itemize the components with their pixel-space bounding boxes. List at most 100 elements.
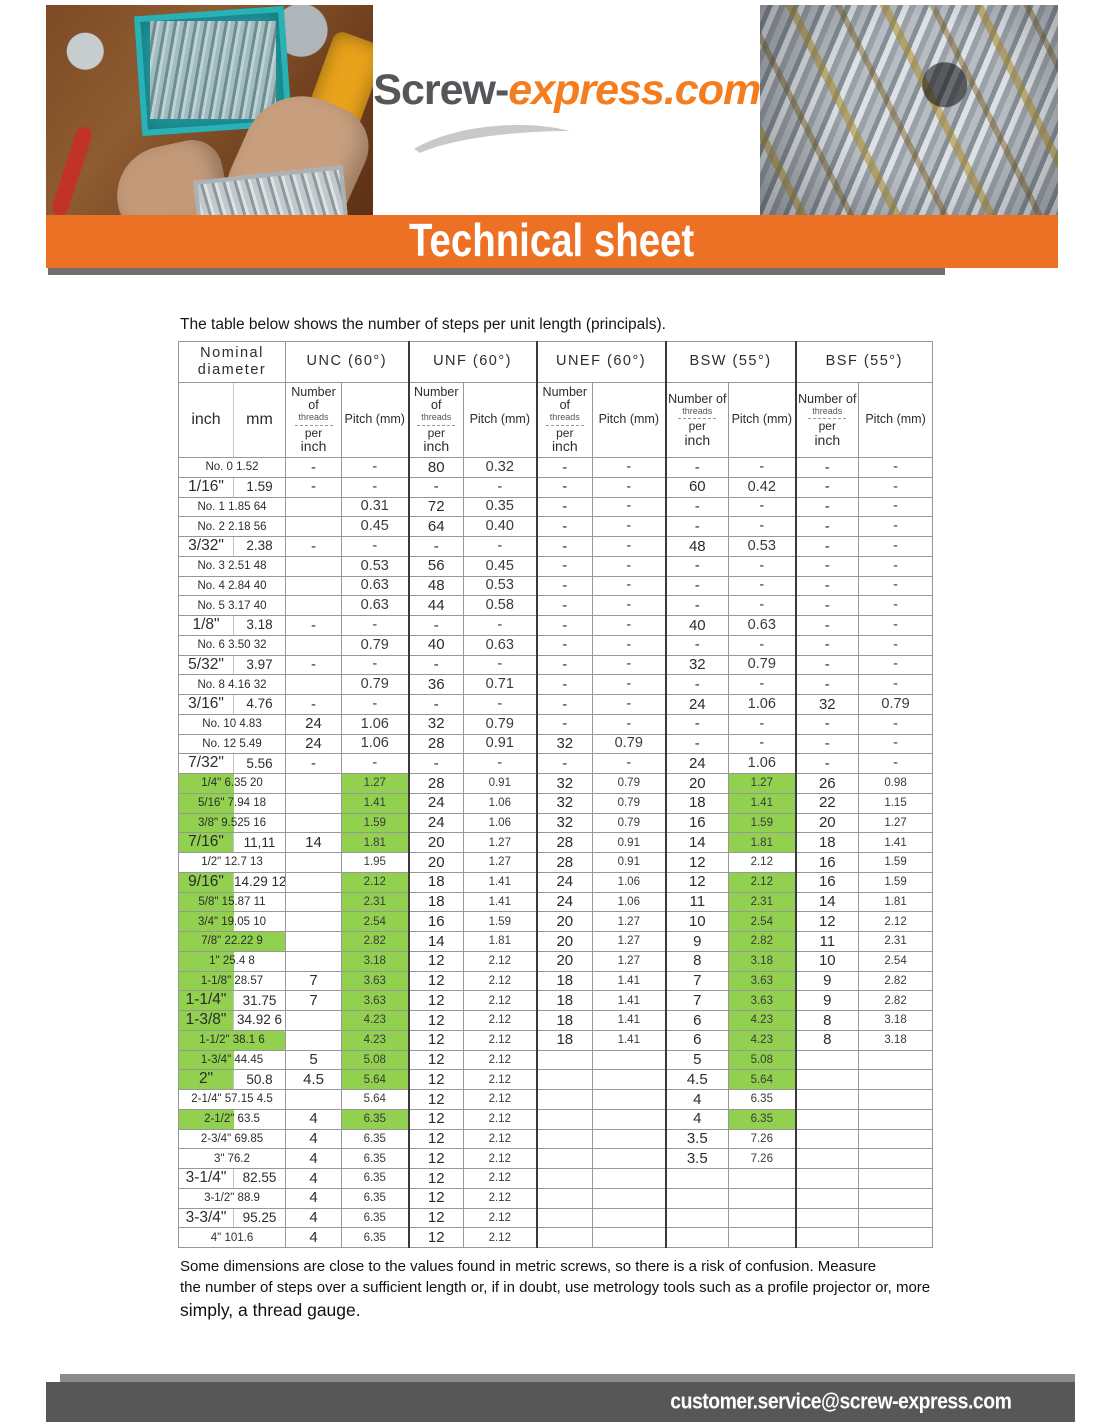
cell-unf-pitch: 2.12 (463, 1207, 538, 1229)
cell-bsf-threads: 9 (795, 970, 860, 992)
cell-unc-threads: 5 (285, 1049, 343, 1071)
cell-bsw-threads: - (665, 634, 730, 656)
col-header-pitch-unc: Pitch (mm) (341, 382, 410, 458)
cell-unf-pitch: 2.12 (463, 1010, 538, 1031)
cell-nominal-mm: 2.38 (232, 536, 287, 557)
contact-email: customer.service@screw-express.com (670, 1389, 1013, 1414)
cell-nominal-inch: 3/16" (178, 694, 234, 715)
cell-unf-pitch: 1.41 (463, 891, 538, 913)
cell-unef-pitch (592, 1049, 667, 1071)
group-header-unf: UNF (60°) (408, 341, 538, 383)
cell-unef-threads: 18 (536, 990, 594, 1011)
cell-unc-pitch: - (341, 457, 410, 478)
cell-bsw-pitch: 5.64 (728, 1069, 797, 1090)
cell-unef-threads: - (536, 516, 594, 537)
cell-bsf-pitch: 2.31 (858, 931, 934, 952)
cell-unef-pitch: 1.06 (592, 891, 667, 913)
cell-bsf-threads: - (795, 476, 860, 498)
cell-unf-threads: 44 (408, 595, 465, 616)
cell-unc-pitch: - (341, 654, 410, 676)
cell-bsf-pitch: 0.98 (858, 773, 934, 794)
cell-unc-pitch: 3.63 (341, 970, 410, 992)
cell-nominal-inch: 9/16" (178, 871, 234, 893)
cell-nominal-label: 2-1/2" 63.5 (177, 1108, 287, 1130)
cell-bsf-pitch (858, 1108, 934, 1130)
cell-unc-pitch: 6.35 (341, 1227, 410, 1248)
table-row: 3-3/4" 95.25 4 6.35 12 2.12 (178, 1207, 934, 1229)
photo-screws-detail (150, 21, 276, 119)
cell-unef-pitch: - (592, 694, 667, 715)
cell-bsw-pitch: 1.06 (728, 694, 797, 715)
cell-unef-threads: 18 (536, 1029, 594, 1051)
cell-unf-threads: 40 (408, 634, 465, 656)
cell-nominal-label: 7/8" 22.22 9 (177, 931, 287, 952)
photo-vignette (760, 5, 1058, 215)
cell-unef-pitch: 1.06 (592, 871, 667, 893)
cell-bsf-threads (795, 1187, 860, 1209)
cell-bsf-pitch (858, 1049, 934, 1071)
cell-nominal-label: 1/2" 12.7 13 (177, 852, 287, 873)
cell-unf-threads: 18 (408, 891, 465, 913)
cell-bsf-threads: - (795, 654, 860, 676)
cell-bsw-pitch: - (728, 496, 797, 518)
cell-unc-pitch: 2.31 (341, 891, 410, 913)
cell-nominal-mm: 3.18 (232, 615, 287, 636)
table-row: 9/16" 14.29 12 2.12 18 1.41 24 1.06 12 2.12 16 1.5… (178, 871, 934, 893)
col-header-inch: inch (178, 382, 234, 458)
cell-bsf-pitch: - (858, 713, 934, 735)
cell-unf-threads: 14 (408, 931, 465, 952)
col-header-mm: mm (232, 382, 287, 458)
cell-nominal-label: No. 12 5.49 (177, 733, 287, 755)
cell-unef-pitch (592, 1148, 667, 1169)
cell-unc-threads: - (285, 694, 343, 715)
cell-bsf-threads: 8 (795, 1029, 860, 1051)
cell-unc-pitch: 6.35 (341, 1207, 410, 1229)
cell-unc-threads: 7 (285, 970, 343, 992)
cell-unef-pitch (592, 1128, 667, 1150)
cell-nominal-label: 5/8" 15.87 11 (177, 891, 287, 913)
cell-bsw-threads: 18 (665, 792, 730, 814)
cell-bsw-pitch (728, 1187, 797, 1209)
cell-bsw-threads: 12 (665, 871, 730, 893)
cell-nominal-mm: 34.92 6 (232, 1010, 287, 1031)
cell-unf-threads: 12 (408, 1227, 465, 1248)
cell-unc-pitch: 1.27 (341, 773, 410, 794)
cell-bsw-threads: 11 (665, 891, 730, 913)
cell-unef-threads: 32 (536, 792, 594, 814)
cell-unc-pitch: - (341, 753, 410, 774)
cell-unc-threads: 4.5 (285, 1069, 343, 1090)
cell-unf-threads: 12 (408, 1108, 465, 1130)
cell-unc-threads: 4 (285, 1207, 343, 1229)
table-header: Nominal diameter UNC (60°) UNF (60°) UNE… (177, 341, 934, 458)
cell-nominal-inch: 3/32" (178, 536, 234, 557)
cell-unf-pitch: 0.45 (463, 555, 538, 577)
cell-bsf-pitch (858, 1207, 934, 1229)
cell-bsw-threads (665, 1168, 730, 1189)
col-header-threads-bsf: Number of threads per inch (795, 382, 860, 458)
cell-unc-pitch: 0.79 (341, 674, 410, 695)
table-row: 5/16" 7.94 18 1.41 24 1.06 32 0.79 18 1.41 22 1.1… (177, 792, 934, 814)
cell-unef-threads: 20 (536, 931, 594, 952)
cell-unef-pitch: 1.41 (592, 1010, 667, 1031)
cell-unf-pitch: - (463, 753, 538, 774)
cell-unc-pitch: 1.06 (341, 713, 410, 735)
cell-bsw-threads: 3.5 (665, 1128, 730, 1150)
cell-bsf-pitch: 1.15 (858, 792, 934, 814)
cell-bsw-pitch: - (728, 713, 797, 735)
cell-unef-pitch: 0.91 (592, 832, 667, 853)
cell-unf-threads: 12 (408, 990, 465, 1011)
cell-nominal-label: 1-1/2" 38.1 6 (177, 1029, 287, 1051)
table-row: 1/16" 1.59- - - - - -60 0.42- - (178, 476, 934, 498)
cell-unc-threads (285, 891, 343, 913)
footer-note: Some dimensions are close to the values … (180, 1258, 970, 1325)
cell-bsf-threads: 12 (795, 911, 860, 932)
cell-unc-pitch: 2.82 (341, 931, 410, 952)
cell-nominal-inch: 3-1/4" (178, 1168, 234, 1189)
cell-unef-threads: - (536, 674, 594, 695)
cell-bsf-threads: 16 (795, 871, 860, 893)
cell-bsf-threads: - (795, 615, 860, 636)
cell-bsf-pitch: 1.59 (858, 871, 934, 893)
cell-bsf-pitch: 2.82 (858, 990, 934, 1011)
cell-nominal-mm: 3.97 (232, 654, 287, 676)
cell-unef-threads (536, 1168, 594, 1189)
